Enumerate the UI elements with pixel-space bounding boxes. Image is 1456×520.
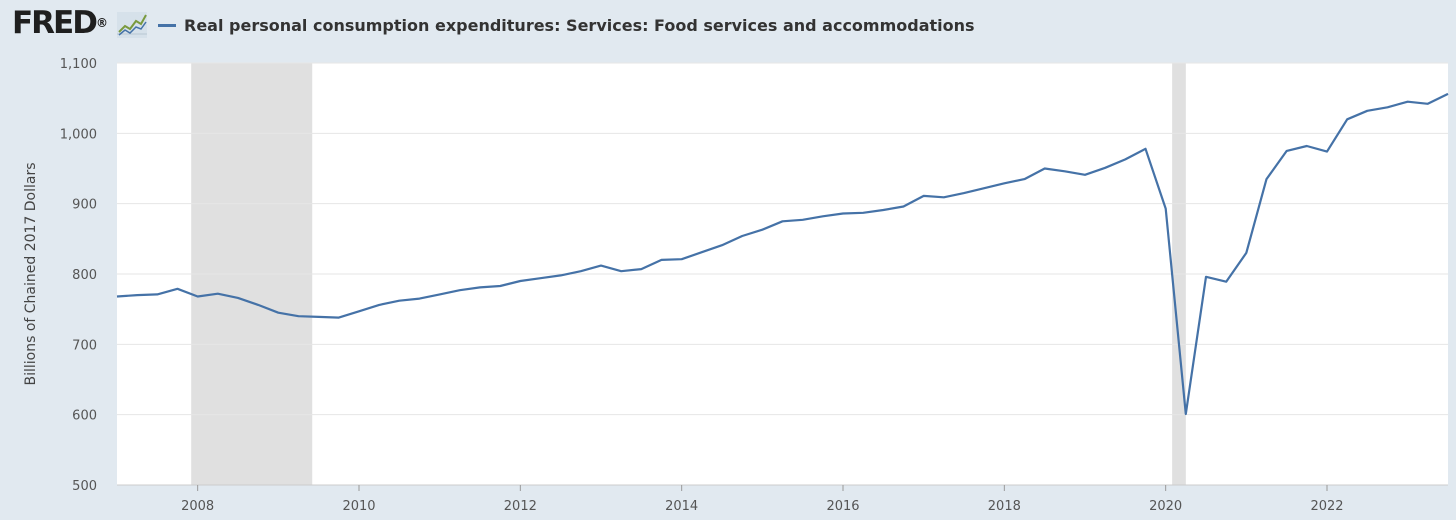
y-axis-label: Billions of Chained 2017 Dollars bbox=[23, 162, 39, 385]
legend[interactable]: Real personal consumption expenditures: … bbox=[158, 14, 975, 36]
x-tick-label-2010: 2010 bbox=[342, 499, 375, 514]
y-tick-label-500: 500 bbox=[72, 479, 97, 494]
x-tick-label-2008: 2008 bbox=[181, 499, 214, 514]
y-tick-label-1000: 1,000 bbox=[60, 127, 97, 142]
line-chart-icon bbox=[117, 12, 147, 38]
y-axis: 500 600 700 800 900 1,000 1,100 bbox=[60, 57, 97, 494]
y-tick-label-800: 800 bbox=[72, 268, 97, 283]
gridlines bbox=[117, 62, 1448, 486]
x-tick-label-2014: 2014 bbox=[665, 499, 698, 514]
fred-logo[interactable]: FRED® bbox=[12, 6, 108, 40]
legend-label: Real personal consumption expenditures: … bbox=[184, 15, 975, 35]
x-tick-label-2022: 2022 bbox=[1310, 499, 1343, 514]
x-tick-label-2020: 2020 bbox=[1149, 499, 1182, 514]
chart-header: FRED® Real personal consumption expendit… bbox=[0, 0, 1456, 52]
legend-swatch bbox=[158, 23, 176, 27]
x-tick-label-2012: 2012 bbox=[504, 499, 537, 514]
series-line-0 bbox=[116, 92, 1449, 416]
y-tick-label-700: 700 bbox=[72, 338, 97, 353]
fred-logo-registered: ® bbox=[95, 16, 108, 30]
series-layer bbox=[116, 92, 1449, 416]
fred-logo-text: FRED bbox=[12, 5, 98, 41]
x-tick-label-2016: 2016 bbox=[826, 499, 859, 514]
y-tick-label-900: 900 bbox=[72, 198, 97, 213]
y-tick-label-600: 600 bbox=[72, 409, 97, 424]
x-axis: 2008 2010 2012 2014 2016 2018 2020 2022 bbox=[117, 484, 1448, 514]
y-tick-label-1100: 1,100 bbox=[60, 57, 97, 72]
x-tick-label-2018: 2018 bbox=[988, 499, 1021, 514]
